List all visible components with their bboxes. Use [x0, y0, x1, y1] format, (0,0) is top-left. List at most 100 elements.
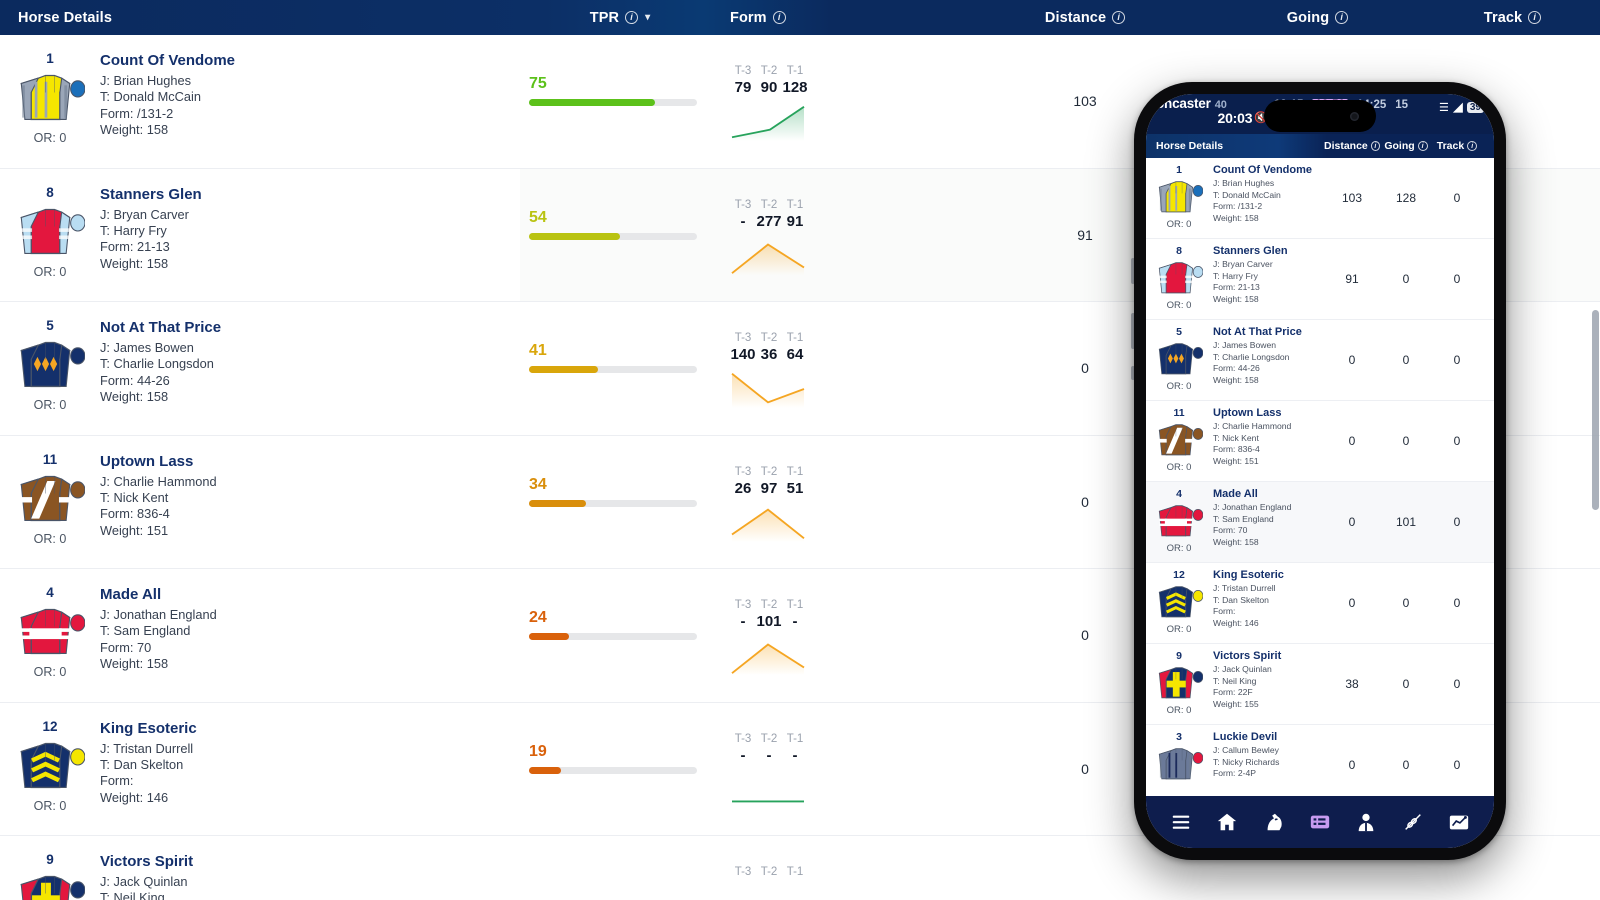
horse-name[interactable]: Not At That Price: [100, 319, 222, 336]
weight: Weight: 158: [100, 122, 169, 138]
column-header-tpr[interactable]: TPR i ▾: [520, 10, 720, 26]
phone-table-row[interactable]: 9 OR: 0 Victors Spirit J: Jack Quinlan T…: [1146, 644, 1494, 725]
phone-horse-name[interactable]: Luckie Devil: [1213, 731, 1278, 743]
phone-cell-horse-details[interactable]: 11 OR: 0 Uptown Lass J: Charlie Hammond …: [1146, 401, 1324, 481]
table-row[interactable]: 1 OR: 0 Count Of Vendome J: Brian Hughes…: [0, 35, 1600, 169]
phone-horse-name[interactable]: Made All: [1213, 488, 1258, 500]
phone-trainer: T: Harry Fry: [1213, 270, 1258, 281]
phone-column-header-distance[interactable]: Distance i: [1324, 140, 1380, 152]
scroll-tick[interactable]: [1131, 313, 1135, 349]
horse-name[interactable]: King Esoteric: [100, 719, 197, 737]
chain-icon[interactable]: [1400, 809, 1426, 835]
phone-cell-horse-details[interactable]: 3 Luckie Devil J: Callum Bewley T: Nicky…: [1146, 725, 1324, 783]
phone-column-header-track[interactable]: Track i: [1432, 140, 1482, 152]
table-row[interactable]: 12 OR: 0 King Esoteric J: Tristan Durrel…: [0, 703, 1600, 836]
cell-horse-details[interactable]: 5 OR: 0 Not At That Price J: James Bowen…: [0, 302, 520, 435]
phone-table-row[interactable]: 5 OR: 0 Not At That Price J: James Bowen…: [1146, 320, 1494, 401]
phone-horse-name[interactable]: Stanners Glen: [1213, 245, 1288, 257]
column-header-going[interactable]: Going i: [1210, 10, 1425, 26]
cell-horse-details[interactable]: 11 OR: 0 Uptown Lass J: Charlie Hammond …: [0, 436, 520, 569]
horse-name[interactable]: Count Of Vendome: [100, 52, 235, 69]
table-row[interactable]: 11 OR: 0 Uptown Lass J: Charlie Hammond …: [0, 436, 1600, 569]
scroll-tick[interactable]: [1131, 258, 1135, 284]
phone-table-row[interactable]: 8 OR: 0 Stanners Glen J: Bryan Carver T:…: [1146, 239, 1494, 320]
phone-cell-horse-details[interactable]: 8 OR: 0 Stanners Glen J: Bryan Carver T:…: [1146, 239, 1324, 319]
table-row[interactable]: 5 OR: 0 Not At That Price J: James Bowen…: [0, 302, 1600, 436]
horse-icon[interactable]: [1261, 809, 1287, 835]
scroll-tick[interactable]: [1131, 366, 1135, 380]
phone-cell-horse-details[interactable]: 9 OR: 0 Victors Spirit J: Jack Quinlan T…: [1146, 644, 1324, 724]
info-icon[interactable]: i: [625, 11, 639, 24]
phone-official-rating: OR: 0: [1166, 300, 1192, 311]
phone-table-row[interactable]: 11 OR: 0 Uptown Lass J: Charlie Hammond …: [1146, 401, 1494, 482]
race-time-chip[interactable]: 15: [1395, 99, 1409, 111]
phone-table-row[interactable]: 4 OR: 0 Made All J: Jonathan England T: …: [1146, 482, 1494, 563]
table-row[interactable]: 4 OR: 0 Made All J: Jonathan England T: …: [0, 569, 1600, 703]
menu-icon[interactable]: [1168, 809, 1194, 835]
official-rating: OR: 0: [33, 131, 67, 145]
silk-container: 4 OR: 0: [14, 585, 86, 679]
phone-horse-name[interactable]: Not At That Price: [1213, 326, 1302, 338]
column-header-form[interactable]: Form i: [720, 10, 960, 26]
phone-cell-horse-details[interactable]: 12 OR: 0 King Esoteric J: Tristan Durrel…: [1146, 563, 1324, 643]
saddle-number: 8: [46, 184, 54, 200]
phone-column-header-horse-details[interactable]: Horse Details: [1146, 140, 1324, 152]
phone-cell-horse-details[interactable]: 5 OR: 0 Not At That Price J: James Bowen…: [1146, 320, 1324, 400]
list-icon[interactable]: [1307, 809, 1333, 835]
phone-column-header-going[interactable]: Going i: [1380, 140, 1432, 152]
column-header-distance[interactable]: Distance i: [960, 10, 1210, 26]
form-ticks: T-3 T-2 T-1: [730, 466, 960, 478]
phone-horse-name[interactable]: King Esoteric: [1213, 569, 1284, 581]
horse-info: Victors Spirit J: Jack Quinlan T: Neil K…: [86, 852, 193, 900]
horse-name[interactable]: Victors Spirit: [100, 853, 194, 870]
table-row[interactable]: 9 OR: 0 Victors Spirit J: Jack Quinlan T…: [0, 836, 1600, 900]
info-icon[interactable]: i: [1112, 11, 1126, 24]
person-icon[interactable]: [1353, 809, 1379, 835]
phone-official-rating: OR: 0: [1166, 705, 1192, 716]
phone-cell-horse-details[interactable]: 4 OR: 0 Made All J: Jonathan England T: …: [1146, 482, 1324, 562]
silk-icon: [20, 475, 85, 521]
column-header-horse-details[interactable]: Horse Details: [0, 10, 520, 26]
info-icon[interactable]: i: [1417, 141, 1428, 151]
cell-horse-details[interactable]: 9 OR: 0 Victors Spirit J: Jack Quinlan T…: [0, 836, 520, 900]
chart-tv-icon[interactable]: [1446, 809, 1472, 835]
phone-table-row[interactable]: 3 Luckie Devil J: Callum Bewley T: Nicky…: [1146, 725, 1494, 783]
info-icon[interactable]: i: [772, 11, 786, 24]
cell-form: T-3 T-2 T-1 -277 91: [720, 168, 960, 301]
info-icon[interactable]: i: [1467, 141, 1478, 151]
form-values: ---: [730, 747, 960, 764]
phone-form-string: Form: 44-26: [1213, 363, 1260, 374]
cell-horse-details[interactable]: 4 OR: 0 Made All J: Jonathan England T: …: [0, 569, 520, 702]
phone-column-header-label: Track: [1436, 140, 1465, 152]
horse-name[interactable]: Made All: [100, 586, 162, 603]
cell-horse-details[interactable]: 1 OR: 0 Count Of Vendome J: Brian Hughes…: [0, 35, 520, 168]
horse-name[interactable]: Uptown Lass: [100, 452, 194, 470]
phone-table-row[interactable]: 1 OR: 0 Count Of Vendome J: Brian Hughes…: [1146, 158, 1494, 239]
horse-name[interactable]: Stanners Glen: [100, 185, 202, 203]
phone-cell-horse-details[interactable]: 1 OR: 0 Count Of Vendome J: Brian Hughes…: [1146, 158, 1324, 238]
cell-horse-details[interactable]: 8 OR: 0 Stanners Glen J: Bryan Carver T:…: [0, 169, 520, 302]
status-clock: 20:03: [1217, 110, 1253, 126]
column-header-track[interactable]: Track i: [1425, 10, 1600, 26]
phone-jockey: J: Jonathan England: [1213, 502, 1292, 512]
info-icon[interactable]: i: [1370, 141, 1380, 151]
cell-horse-details[interactable]: 12 OR: 0 King Esoteric J: Tristan Durrel…: [0, 703, 520, 836]
form-tick-label: T-1: [786, 65, 804, 77]
form-sparkline: [731, 105, 805, 142]
cell-distance: 103: [1073, 93, 1097, 110]
phone-table-row[interactable]: 12 OR: 0 King Esoteric J: Tristan Durrel…: [1146, 563, 1494, 644]
tpr-progress-bar: [529, 499, 697, 507]
official-rating: OR: 0: [33, 264, 67, 279]
page-scrollbar[interactable]: [1592, 310, 1599, 510]
info-icon[interactable]: i: [1528, 11, 1542, 24]
silk-container: 5 OR: 0: [14, 318, 86, 412]
phone-horse-name[interactable]: Uptown Lass: [1213, 407, 1282, 419]
info-icon[interactable]: i: [1335, 11, 1349, 24]
phone-horse-name[interactable]: Victors Spirit: [1213, 650, 1282, 662]
home-icon[interactable]: [1214, 809, 1240, 835]
phone-official-rating: OR: 0: [1166, 381, 1192, 392]
cell-distance: 0: [1081, 493, 1089, 510]
phone-cell-distance: 0: [1348, 515, 1356, 529]
chevron-down-icon[interactable]: ▾: [645, 12, 651, 23]
phone-horse-name[interactable]: Count Of Vendome: [1213, 164, 1312, 176]
